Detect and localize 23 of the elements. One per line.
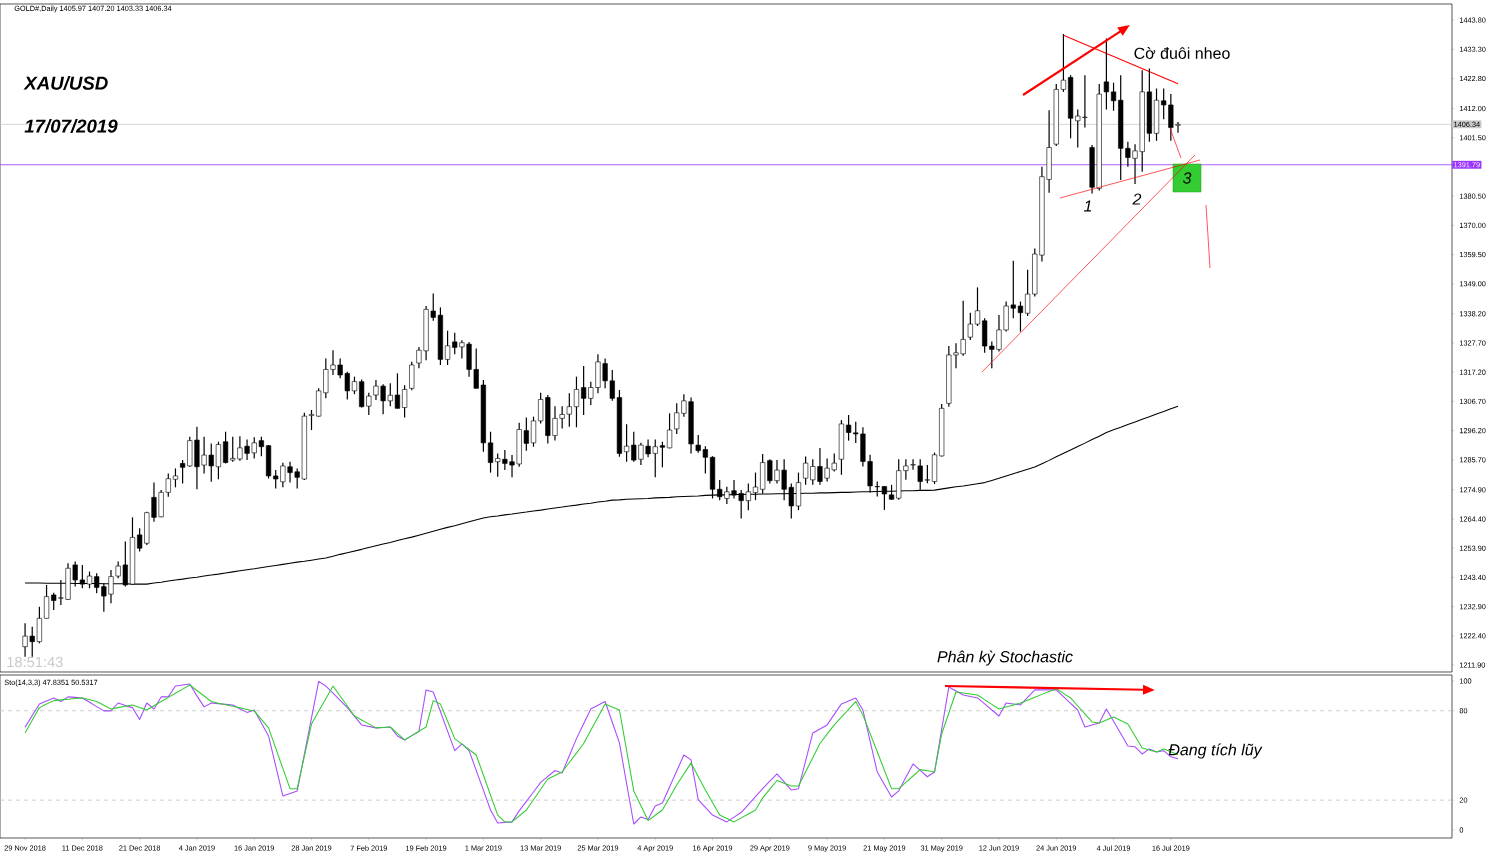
annotation: 1 bbox=[1083, 200, 1092, 212]
candlestick bbox=[1017, 300, 1024, 333]
candlestick bbox=[308, 409, 315, 431]
candlestick bbox=[530, 416, 537, 448]
candlestick bbox=[752, 472, 759, 501]
text: 3 bbox=[1182, 172, 1192, 184]
annotation: Đang tích lũy bbox=[1168, 743, 1263, 759]
candlestick bbox=[573, 376, 580, 428]
candlestick bbox=[795, 472, 802, 511]
annotation: Phân kỳ Stochastic bbox=[937, 650, 1073, 666]
annotation: XAU/USD bbox=[23, 76, 108, 90]
annotation: 17/07/2019 bbox=[24, 119, 118, 133]
candlestick bbox=[394, 372, 401, 409]
annotation: Cờ đuôi nheo bbox=[1134, 47, 1230, 59]
annotation: 2 bbox=[1132, 193, 1142, 205]
candlestick bbox=[1110, 82, 1117, 112]
candlestick bbox=[974, 286, 981, 327]
candlestick bbox=[967, 312, 973, 341]
candlestick bbox=[409, 361, 415, 391]
candlestick bbox=[487, 431, 494, 474]
candlestick bbox=[1103, 37, 1109, 110]
candlestick bbox=[402, 384, 408, 419]
candlestick bbox=[172, 467, 179, 488]
